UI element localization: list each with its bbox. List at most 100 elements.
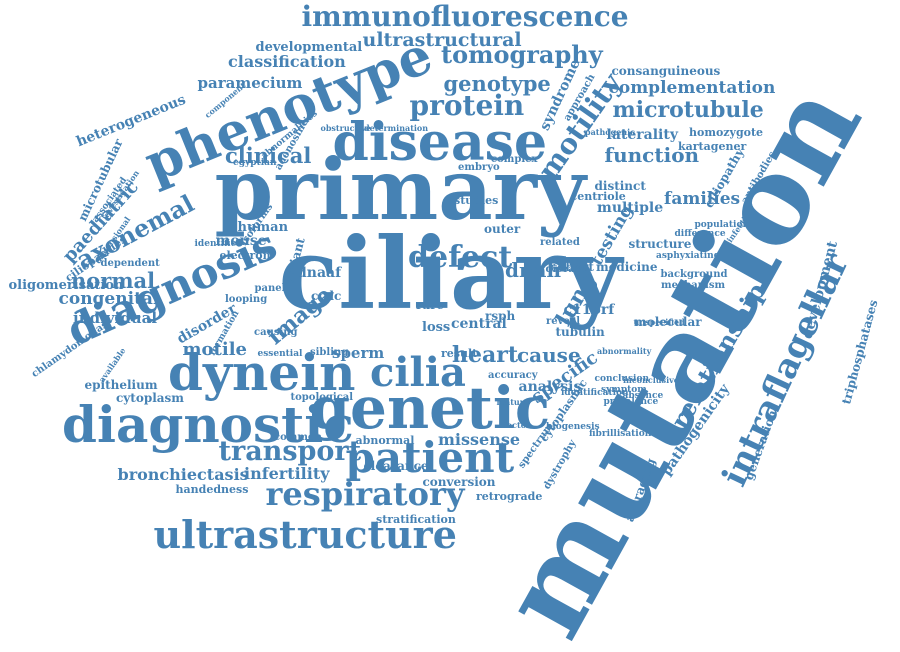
word-looping: looping [225,294,268,305]
word-studies: studies [454,193,499,207]
word-multiple: multiple [597,200,664,216]
word-sibling: sibling [310,347,349,358]
word-panel: panel [254,283,286,294]
word-complex: complex [491,154,538,165]
word-patient: patient [345,433,515,482]
word-cilia: cilia [370,349,466,396]
word-cohort: cohort [550,260,594,274]
word-paramecium: paramecium [197,73,303,92]
word-clearance: clearance [363,459,429,473]
word-distinct: distinct [594,179,646,193]
word-outer: outer [484,222,521,236]
word-handedness: handedness [175,482,249,496]
word-retrograde: retrograde [476,489,543,503]
word-absence: absence [622,390,664,401]
word-laterality: laterality [606,127,678,143]
word-kartagener: kartagener [678,139,747,153]
word-biogenesis: biogenesis [546,421,600,432]
word-accuracy: accuracy [488,370,538,381]
word-ultrastructure: ultrastructure [153,512,457,557]
word-asphyxiating: asphyxiating [656,250,720,261]
word-diagnostic: diagnostic [62,395,354,454]
word-structure: structure [628,237,692,251]
word-dnah: dnah [505,258,562,282]
word-motile: motile [182,339,248,360]
word-centriole: centriole [570,189,626,203]
word-stratification: stratification [376,512,456,526]
word-infertility: infertility [244,464,330,483]
word-molecular: molecular [634,315,702,329]
word-conversion: conversion [422,475,496,489]
word-feature: feature [496,397,530,407]
word-epithelium: epithelium [84,378,158,392]
word-rsph: rsph [485,309,516,323]
word-essential: essential [257,348,303,359]
word-analysis: analysis [518,379,582,395]
word-microtubule: microtubule [612,97,764,123]
word-related: related [540,237,580,248]
word-dnaaf: dnaaf [297,265,342,281]
word-triphosphatases: triphosphatases [839,298,881,406]
word-background: background [660,269,728,280]
word-tomography: tomography [441,40,603,69]
word-protein: protein [409,89,525,122]
word-difference: difference [674,228,726,239]
word-respiratory: respiratory [265,475,465,513]
word-families: families [664,188,741,209]
word-sperm: sperm [332,343,385,362]
word-abnormal: abnormal [355,433,415,447]
word-missense: missense [438,430,521,449]
word-tubulin: tubulin [555,325,605,339]
word-function: function [604,143,700,167]
word-inconclusive: inconclusive [623,375,679,385]
word-disease: disease [545,264,587,275]
word-dynein: dynein [168,343,356,402]
word-mechanism: mechanism [661,280,726,291]
word-c11orf: c11orf [563,302,615,318]
word-medicine: medicine [596,260,658,274]
word-cytoplasm: cytoplasm [116,391,185,405]
word-electron: electron [219,248,271,262]
word-causing: causing [254,327,298,338]
word-obstructive: obstructive [320,123,372,133]
word-factor: factor [503,420,531,430]
word-heart: heart [452,342,518,368]
word-result: result [441,346,478,360]
word-central: central [451,316,507,332]
word-identification: identification [561,387,629,398]
word-fibrillisation: fibrillisation [589,428,652,439]
word-common: common [274,432,322,443]
word-population: population [694,219,750,230]
word-dependent: dependent [100,258,160,269]
word-ultrastructural: ultrastructural [362,28,522,51]
word-symptom: symptom [601,384,647,395]
word-genotype: genotype [443,70,551,96]
word-mouse: mouse [215,233,267,249]
word-genetic: genetic [309,374,551,442]
word-identifies: identifies [194,238,242,249]
word-ccdc: ccdc [311,289,342,303]
word-cause: cause [517,343,581,367]
word-embryo: embryo [458,162,500,173]
word-rare: rare [416,298,445,312]
word-abnormality: abnormality [597,346,652,356]
word-unspecified: unspecified [633,317,685,327]
word-prevalence: prevalence [603,396,659,407]
word-egyptian: egyptian [233,157,277,168]
word-ciliary: ciliary [278,217,622,332]
word-normal: normal [71,267,156,293]
word-classification: classification [228,52,346,71]
word-complementation: complementation [608,77,776,98]
word-disease: disease [332,112,548,173]
word-congenital: congenital [58,288,160,309]
word-transport: transport [218,435,362,467]
word-immunofluorescence: immunofluorescence [301,0,629,33]
word-developmental: developmental [255,39,363,55]
word-defect: defect [408,240,513,275]
word-oligomerisation: oligomerisation [8,277,124,293]
word-consanguineous: consanguineous [611,64,721,78]
word-homozygote: homozygote [689,125,764,139]
word-clinical: clinical [225,142,312,168]
word-loss: loss [422,319,451,335]
